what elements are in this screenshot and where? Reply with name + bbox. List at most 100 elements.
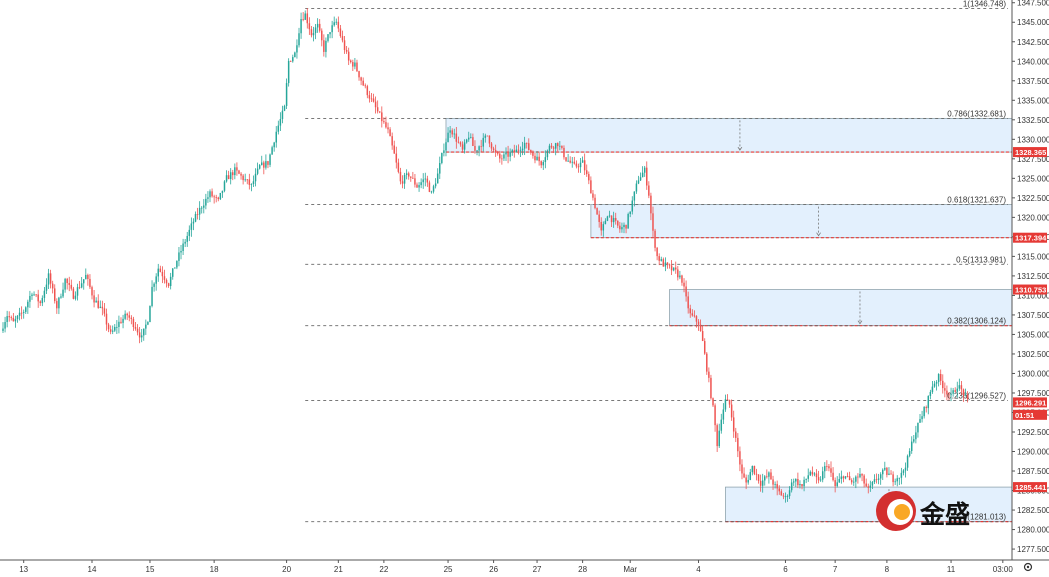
candle-body [407,173,410,177]
candle-body [795,478,797,482]
zone-box[interactable] [590,204,1013,239]
candle-body [352,62,354,67]
x-tick-label: 25 [444,565,453,574]
candle-body [337,21,340,29]
y-tick-label: 1300.000 [1017,369,1049,378]
candle-body [420,182,422,186]
candle-body [219,192,222,200]
candle-body [958,385,961,389]
candle-body [650,195,652,214]
candle-body [778,488,780,492]
candle-body [140,335,143,338]
candle-body [863,475,865,484]
zone-box[interactable] [669,289,1013,327]
candle-body [412,177,414,179]
candle-body [205,198,207,206]
gear-icon[interactable] [1023,562,1033,572]
candle-body [608,215,611,217]
zone-box[interactable] [445,117,1013,153]
candle-body [372,98,375,102]
y-tick-label: 1310.000 [1017,291,1049,300]
candle-body [145,324,147,329]
candle-body [741,464,743,474]
candle-body [716,425,718,447]
x-tick-label: 6 [783,565,788,574]
candle-body [74,295,77,299]
candle-body [58,297,60,309]
candle-body [41,297,44,304]
candle-body [954,390,956,392]
candle-body [56,301,58,309]
candle-body [530,150,532,153]
candle-body [964,394,967,396]
candle-body [641,172,644,178]
candle-body [569,160,571,163]
candle-body [405,173,408,175]
candle-body [919,419,921,423]
x-tick-label: 21 [334,565,343,574]
candle-body [691,313,694,316]
candle-body [896,478,898,482]
candle-body [171,268,174,277]
x-tick-label: 11 [947,565,956,574]
candle-body [811,471,814,475]
candle-body [753,465,756,474]
y-tick-label: 1340.000 [1017,57,1049,66]
zone-box[interactable] [725,486,1013,523]
candle-body [459,142,462,145]
y-tick-label: 1297.500 [1017,389,1049,398]
candle-body [600,221,602,231]
candle-body [194,214,197,222]
candle-body [285,83,288,106]
candle-body [712,398,714,406]
candle-body [428,182,431,192]
candle-body [780,491,783,496]
candle-body [875,479,878,481]
candle-body [97,300,99,308]
candle-body [509,152,511,157]
candle-body [623,224,625,228]
candle-body [470,137,472,138]
x-tick-label: 20 [282,565,291,574]
y-tick-label: 1347.500 [1017,0,1049,8]
candle-body [192,221,195,224]
candle-body [484,135,487,138]
logo-sun-icon [894,504,910,520]
candle-body [159,268,162,272]
candle-body [648,185,650,196]
candle-body [697,321,700,325]
candle-body [799,484,801,486]
candle-body [397,162,400,172]
candle-body [699,324,702,332]
candle-body [579,162,582,168]
y-tick-label: 1327.500 [1017,155,1049,164]
candle-body [942,380,944,389]
candle-body [826,466,828,467]
candle-body [797,478,799,486]
candle-body [515,149,518,153]
y-tick-label: 1325.000 [1017,174,1049,183]
candle-body [575,163,578,167]
candle-body [610,215,613,223]
candle-body [604,220,607,225]
candle-body [627,213,629,229]
candle-body [846,476,849,478]
candle-body [256,168,259,174]
candle-body [517,149,520,151]
candle-body [869,485,872,488]
candle-body [203,205,205,208]
candle-body [236,167,238,171]
candle-body [679,275,681,278]
candle-body [817,477,820,481]
candle-body [927,395,930,409]
y-tick-label: 1342.500 [1017,38,1049,47]
y-tick-label: 1337.500 [1017,77,1049,86]
candle-body [857,476,859,478]
candle-body [950,393,952,395]
candle-body [389,129,391,137]
candle-body [422,179,424,183]
candle-body [223,181,226,191]
candle-body [347,51,350,61]
candle-body [658,256,660,261]
